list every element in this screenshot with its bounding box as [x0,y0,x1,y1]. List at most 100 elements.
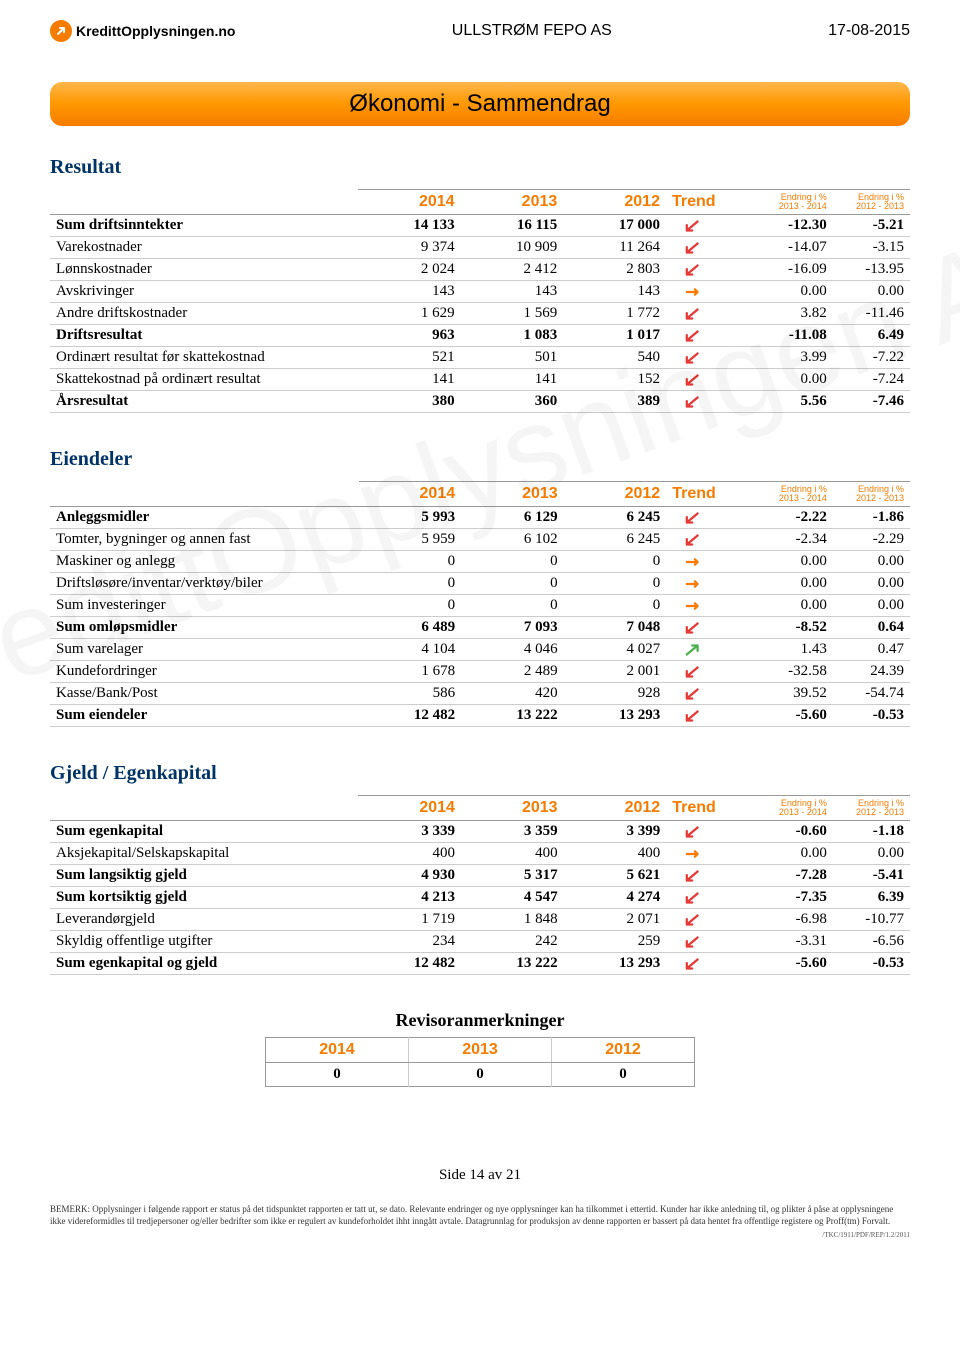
val-2014: 143 [358,281,461,303]
table-row: Avskrivinger1431431430.000.00 [50,281,910,303]
val-2014: 586 [359,683,462,705]
chg-1314: 0.00 [722,573,833,595]
chg-1314: 1.43 [722,639,833,661]
val-2012: 928 [564,683,667,705]
row-label: Anleggsmidler [50,507,359,529]
val-2014: 0 [359,595,462,617]
val-2013: 2 412 [461,259,564,281]
col-2013: 2013 [461,190,564,215]
report-date: 17-08-2015 [828,22,910,40]
rev-val-0: 0 [266,1063,409,1087]
val-2013: 16 115 [461,215,564,237]
trend-down-red-icon [666,931,722,953]
chg-1213: -11.46 [833,303,910,325]
trend-down-red-icon [666,391,722,413]
table-row: Anleggsmidler5 9936 1296 245-2.22-1.86 [50,507,910,529]
company-name: ULLSTRØM FEPO AS [452,22,612,40]
section-title: Gjeld / Egenkapital [50,762,910,785]
row-label: Skyldig offentlige utgifter [50,931,358,953]
val-2013: 400 [461,843,564,865]
chg-1314: 0.00 [722,551,833,573]
val-2013: 2 489 [461,661,564,683]
chg-1213: -0.53 [833,953,910,975]
table-row: Sum investeringer0000.000.00 [50,595,910,617]
val-2014: 9 374 [358,237,461,259]
data-table: 201420132012TrendEndring i %2013 - 2014E… [50,189,910,413]
val-2012: 259 [564,931,667,953]
val-2014: 5 993 [359,507,462,529]
row-label: Kasse/Bank/Post [50,683,359,705]
table-row: Andre driftskostnader1 6291 5691 7723.82… [50,303,910,325]
val-2012: 2 001 [564,661,667,683]
val-2014: 141 [358,369,461,391]
trend-down-red-icon [666,507,722,529]
trend-down-red-icon [666,215,722,237]
doc-id: /TKC/1911/PDF/REP/1.2/2011 [50,1231,910,1239]
val-2012: 540 [563,347,666,369]
val-2012: 0 [564,551,667,573]
trend-down-red-icon [666,347,722,369]
trend-down-red-icon [666,953,722,975]
chg-1213: -54.74 [833,683,910,705]
val-2014: 12 482 [358,953,461,975]
table-row: Skyldig offentlige utgifter234242259-3.3… [50,931,910,953]
table-row: Skattekostnad på ordinært resultat141141… [50,369,910,391]
val-2013: 143 [461,281,564,303]
table-row: Årsresultat3803603895.56-7.46 [50,391,910,413]
val-2013: 0 [461,573,564,595]
val-2014: 6 489 [359,617,462,639]
rev-year-1: 2013 [409,1038,552,1063]
chg-1314: -5.60 [722,953,833,975]
val-2013: 501 [461,347,564,369]
col-chg1: Endring i %2013 - 2014 [722,190,833,215]
val-2013: 1 083 [461,325,564,347]
table-row: Lønnskostnader2 0242 4122 803-16.09-13.9… [50,259,910,281]
val-2013: 10 909 [461,237,564,259]
chg-1213: -5.21 [833,215,910,237]
table-row: Aksjekapital/Selskapskapital4004004000.0… [50,843,910,865]
val-2014: 1 719 [358,909,461,931]
val-2012: 4 274 [564,887,667,909]
rev-year-0: 2014 [266,1038,409,1063]
trend-down-red-icon [666,259,722,281]
trend-flat-icon [666,595,722,617]
table-row: Varekostnader9 37410 90911 264-14.07-3.1… [50,237,910,259]
chg-1314: -7.28 [722,865,833,887]
val-2012: 400 [564,843,667,865]
table-row: Sum langsiktig gjeld4 9305 3175 621-7.28… [50,865,910,887]
col-2013: 2013 [461,482,564,507]
chg-1213: 0.64 [833,617,910,639]
trend-down-red-icon [666,369,722,391]
val-2012: 11 264 [563,237,666,259]
trend-flat-icon [666,551,722,573]
val-2012: 1 017 [563,325,666,347]
chg-1314: -2.22 [722,507,833,529]
chg-1213: 6.49 [833,325,910,347]
table-row: Sum driftsinntekter14 13316 11517 000-12… [50,215,910,237]
col-trend: Trend [666,190,722,215]
chg-1314: -11.08 [722,325,833,347]
col-chg2: Endring i %2012 - 2013 [833,190,910,215]
col-2012: 2012 [564,482,667,507]
val-2014: 3 339 [358,821,461,843]
chg-1213: 0.00 [833,595,910,617]
row-label: Sum investeringer [50,595,359,617]
val-2014: 1 678 [359,661,462,683]
col-chg2: Endring i %2012 - 2013 [833,796,910,821]
val-2014: 12 482 [359,705,462,727]
chg-1213: 0.00 [833,551,910,573]
val-2012: 6 245 [564,507,667,529]
val-2014: 234 [358,931,461,953]
chg-1213: -0.53 [833,705,910,727]
col-2014: 2014 [358,190,461,215]
table-row: Kasse/Bank/Post58642092839.52-54.74 [50,683,910,705]
val-2013: 13 222 [461,705,564,727]
chg-1314: -16.09 [722,259,833,281]
col-2014: 2014 [358,796,461,821]
val-2012: 4 027 [564,639,667,661]
revisor-title: Revisoranmerkninger [50,1010,910,1031]
row-label: Sum omløpsmidler [50,617,359,639]
val-2013: 420 [461,683,564,705]
row-label: Ordinært resultat før skattekostnad [50,347,358,369]
val-2014: 521 [358,347,461,369]
